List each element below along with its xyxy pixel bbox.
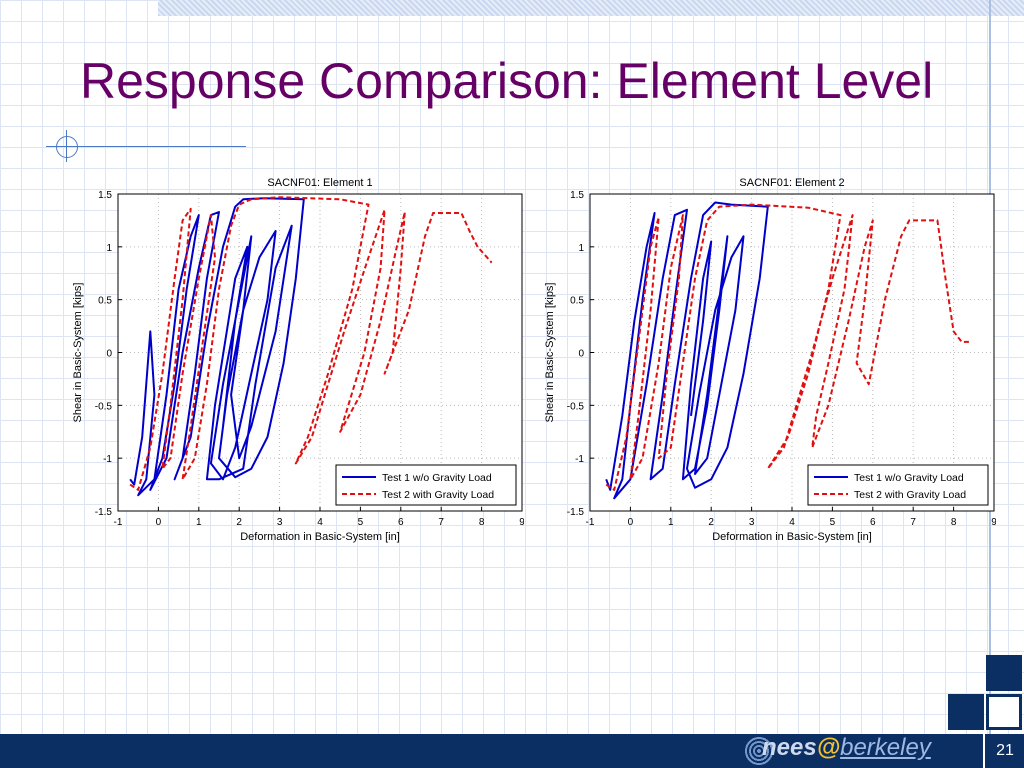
plot-frame bbox=[589, 193, 995, 512]
title-crosshair-circle bbox=[56, 136, 78, 158]
footer-divider bbox=[983, 734, 985, 768]
x-tick-label: 9 bbox=[991, 517, 996, 528]
logo-at: @ bbox=[816, 734, 841, 761]
logo-nees: nees bbox=[762, 734, 817, 761]
x-tick-label: 0 bbox=[156, 517, 162, 528]
x-tick-label: 2 bbox=[236, 517, 242, 528]
legend-box bbox=[335, 464, 517, 506]
y-tick-label: -0.5 bbox=[567, 401, 585, 412]
deco-square-outline bbox=[986, 694, 1022, 730]
x-tick-label: 5 bbox=[358, 517, 364, 528]
legend-label-2: Test 2 with Gravity Load bbox=[382, 489, 494, 501]
legend-label-1: Test 1 w/o Gravity Load bbox=[854, 472, 964, 484]
y-tick-label: 1 bbox=[578, 243, 584, 254]
x-axis-label: Deformation in Basic-System [in] bbox=[240, 531, 400, 543]
footer-bar bbox=[0, 734, 1024, 768]
x-tick-label: 6 bbox=[398, 517, 404, 528]
plot-frame bbox=[117, 193, 523, 512]
page-number: 21 bbox=[996, 742, 1014, 759]
x-tick-label: 3 bbox=[277, 517, 283, 528]
chart-element-1: -1 0 1 2 3 4 5 6 7 8 9 1.5 1 0.5 0 -0.5 -1 -1.5 SACNF01: E… bbox=[64, 168, 525, 553]
y-tick-label: 0.5 bbox=[570, 296, 584, 307]
legend-label-1: Test 1 w/o Gravity Load bbox=[382, 472, 492, 484]
x-tick-label: -1 bbox=[586, 517, 595, 528]
legend-label-2: Test 2 with Gravity Load bbox=[854, 489, 966, 501]
y-axis-label: Shear in Basic-System [kips] bbox=[544, 283, 556, 423]
x-tick-label: 3 bbox=[749, 517, 755, 528]
y-tick-label: -1 bbox=[103, 454, 112, 465]
y-axis-label: Shear in Basic-System [kips] bbox=[72, 283, 84, 423]
y-tick-label: -1.5 bbox=[567, 507, 585, 518]
y-tick-label: 1.5 bbox=[98, 190, 112, 201]
chart-element-2: -1 0 1 2 3 4 5 6 7 8 9 1.5 1 0.5 0 -0.5 -1 -1.5 SACNF01: E… bbox=[536, 168, 997, 553]
x-tick-label: 2 bbox=[708, 517, 714, 528]
legend-box bbox=[807, 464, 989, 506]
logo-ring-icon bbox=[744, 736, 774, 766]
logo-berkeley: berkeley bbox=[840, 734, 931, 761]
title-crosshair-tick bbox=[66, 130, 67, 162]
y-tick-label: 0.5 bbox=[98, 296, 112, 307]
deco-square-left bbox=[948, 694, 984, 730]
x-tick-label: 0 bbox=[628, 517, 634, 528]
x-tick-label: 9 bbox=[519, 517, 524, 528]
y-tick-label: -1.5 bbox=[95, 507, 113, 518]
title-underline bbox=[46, 146, 246, 147]
y-tick-label: -1 bbox=[575, 454, 584, 465]
x-tick-label: 1 bbox=[668, 517, 674, 528]
y-tick-label: 1 bbox=[106, 243, 112, 254]
x-tick-label: -1 bbox=[114, 517, 123, 528]
series-line-1 bbox=[129, 197, 305, 497]
slide-title: Response Comparison: Element Level bbox=[80, 53, 934, 109]
x-tick-label: 4 bbox=[317, 517, 323, 528]
x-tick-label: 5 bbox=[830, 517, 836, 528]
x-tick-label: 6 bbox=[870, 517, 876, 528]
x-tick-label: 1 bbox=[196, 517, 202, 528]
chart-title: SACNF01: Element 2 bbox=[739, 177, 844, 189]
x-axis-label: Deformation in Basic-System [in] bbox=[712, 531, 872, 543]
y-tick-label: 1.5 bbox=[570, 190, 584, 201]
y-tick-label: 0 bbox=[106, 349, 112, 360]
y-tick-label: 0 bbox=[578, 349, 584, 360]
x-tick-label: 4 bbox=[789, 517, 795, 528]
deco-square-top bbox=[986, 655, 1022, 691]
x-tick-label: 8 bbox=[479, 517, 485, 528]
series-line-1 bbox=[605, 201, 769, 500]
top-hatch-decoration bbox=[158, 0, 1024, 16]
series-group bbox=[605, 201, 970, 500]
y-tick-label: -0.5 bbox=[95, 401, 113, 412]
series-line-2 bbox=[129, 196, 493, 491]
logo-text: nees@berkeley bbox=[762, 734, 931, 762]
series-line-2 bbox=[605, 203, 970, 491]
x-tick-label: 7 bbox=[910, 517, 916, 528]
chart-title: SACNF01: Element 1 bbox=[267, 177, 372, 189]
x-tick-label: 8 bbox=[951, 517, 957, 528]
series-group bbox=[129, 196, 493, 497]
nees-berkeley-logo: nees@berkeley bbox=[744, 734, 976, 766]
x-tick-label: 7 bbox=[438, 517, 444, 528]
